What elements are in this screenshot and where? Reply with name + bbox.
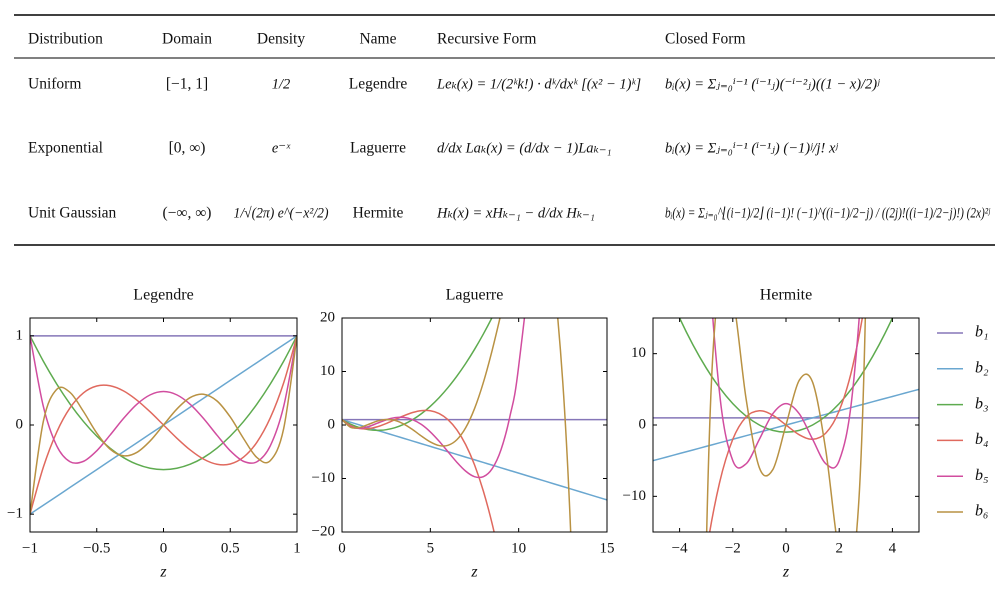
x-axis-title: z	[782, 564, 790, 581]
chart-title: Hermite	[760, 287, 812, 304]
legend-label: b₄	[975, 431, 989, 448]
table-cell: Legendre	[349, 76, 408, 93]
series-line	[342, 318, 572, 532]
legend-label: b₁	[975, 324, 989, 341]
x-tick-label: 0	[782, 540, 790, 556]
series-line	[342, 409, 495, 532]
table-cell: d/dx Laₖ(x) = (d/dx − 1)Laₖ₋₁	[437, 140, 612, 156]
chart: Legendre z −1 −0.5 0 0.5 1 −1 0 1	[7, 287, 301, 581]
legend-label: b₆	[975, 503, 989, 520]
table-cell: Exponential	[28, 140, 103, 157]
legend-label: b₃	[975, 395, 989, 412]
y-tick-label: 10	[631, 345, 646, 361]
x-tick-label: −4	[672, 540, 688, 556]
series-line	[711, 318, 861, 469]
table-header: Name	[359, 31, 396, 48]
series-line	[30, 335, 297, 465]
y-tick-label: −10	[312, 470, 335, 486]
x-tick-label: −0.5	[83, 540, 110, 556]
table-cell: 1/2	[272, 76, 291, 92]
x-tick-label: 0	[338, 540, 346, 556]
chart: Laguerre z 0 5 10 15 −20 −10 0 10 20	[312, 287, 615, 581]
table-cell: bᵢ(x) = Σⱼ₌₀ⁱ⁻¹ (ⁱ⁻¹ⱼ)(⁻ⁱ⁻²ⱼ)((1 − x)/2)…	[665, 76, 880, 92]
legend-label: b₅	[975, 467, 989, 484]
x-tick-label: −1	[22, 540, 38, 556]
x-tick-label: 15	[600, 540, 615, 556]
y-tick-label: 0	[639, 416, 647, 432]
series-line	[342, 318, 526, 479]
chart-title: Legendre	[133, 287, 193, 304]
x-tick-label: 0	[160, 540, 168, 556]
table-header: Recursive Form	[437, 31, 536, 48]
table-cell: Leₖ(x) = 1/(2ᵏk!) · dᵏ/dxᵏ [(x² − 1)ᵏ]	[436, 76, 641, 92]
x-axis-title: z	[159, 564, 167, 581]
table-cell: Unit Gaussian	[28, 205, 117, 222]
series-line	[705, 318, 867, 532]
table-cell: Hermite	[353, 205, 404, 222]
x-tick-label: 5	[427, 540, 435, 556]
table-cell: [0, ∞)	[169, 140, 206, 157]
table-cell: bᵢ(x) = Σⱼ₌₀ⁱ⁻¹ (ⁱ⁻¹ⱼ) (−1)ʲ/j! xʲ	[665, 140, 838, 156]
table-header: Density	[257, 31, 305, 48]
table-cell: bᵢ(x) = Σⱼ₌₀^⌊(i−1)/2⌋ (i−1)! (−1)^((i−1…	[665, 205, 990, 221]
chart-title: Laguerre	[446, 287, 504, 304]
table-cell: 1/√(2π) e^(−x²/2)	[234, 205, 329, 221]
chart: Hermite z −4 −2 0 2 4 −10 0 10 b₁ b₂ b₃ b₄ b₅ b₆	[623, 287, 989, 581]
y-tick-label: 0	[328, 416, 336, 432]
table-cell: (−∞, ∞)	[163, 205, 212, 222]
x-axis-title: z	[470, 564, 478, 581]
y-tick-label: 1	[16, 327, 24, 343]
series-line	[30, 335, 297, 515]
x-tick-label: 1	[293, 540, 301, 556]
legend-label: b₂	[975, 359, 989, 376]
table-header: Domain	[162, 31, 212, 48]
x-tick-label: 0.5	[221, 540, 240, 556]
y-tick-label: −20	[312, 523, 335, 539]
x-tick-label: 10	[511, 540, 526, 556]
x-tick-label: 4	[889, 540, 897, 556]
y-tick-label: −10	[623, 488, 646, 504]
series-line	[678, 318, 894, 433]
table-cell: Hₖ(x) = xHₖ₋₁ − d/dx Hₖ₋₁	[436, 205, 595, 221]
y-tick-label: 10	[320, 363, 335, 379]
x-tick-label: −2	[725, 540, 741, 556]
table-cell: [−1, 1]	[166, 76, 208, 93]
y-tick-label: 20	[320, 309, 335, 325]
table-cell: e⁻ˣ	[272, 140, 291, 156]
table-header: Distribution	[28, 31, 103, 48]
series-line	[30, 335, 297, 471]
y-tick-label: 0	[16, 416, 24, 432]
series-line	[342, 318, 493, 432]
table-header: Closed Form	[665, 31, 746, 48]
table-cell: Laguerre	[350, 140, 406, 157]
x-tick-label: 2	[835, 540, 843, 556]
y-tick-label: −1	[7, 506, 23, 522]
table-cell: Uniform	[28, 76, 81, 93]
